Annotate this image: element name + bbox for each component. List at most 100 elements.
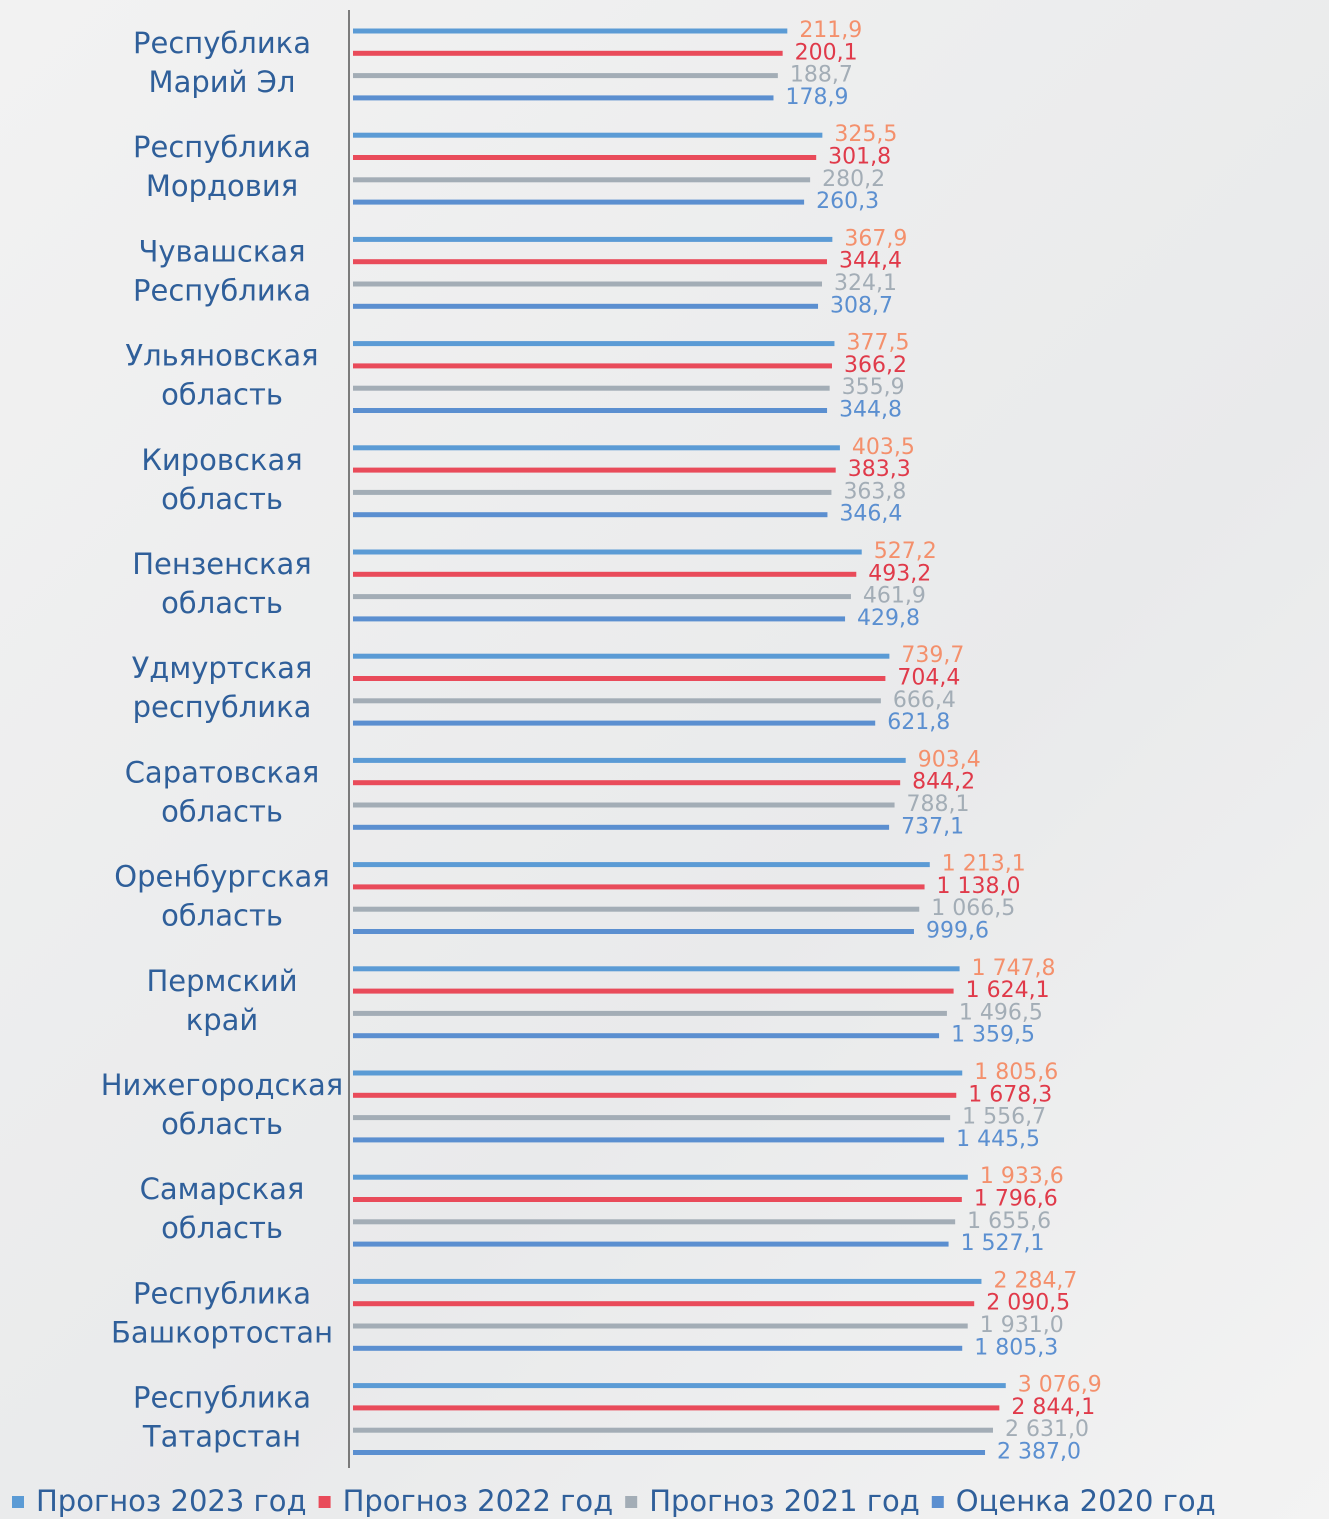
- bar: [353, 341, 835, 347]
- category-label: Самарская область: [140, 1172, 305, 1245]
- bar: [353, 757, 906, 763]
- value-label: 301,8: [828, 145, 891, 170]
- bar: [353, 966, 960, 972]
- value-label: 1 359,5: [951, 1023, 1035, 1048]
- value-label: 737,1: [901, 814, 964, 839]
- value-label: 2 090,5: [986, 1291, 1070, 1316]
- bar: [353, 1219, 956, 1225]
- bar: [353, 824, 890, 830]
- category-label: Оренбургская область: [114, 860, 329, 933]
- bar: [353, 1301, 975, 1307]
- category-label: Саратовская область: [125, 755, 320, 828]
- bar: [353, 199, 805, 205]
- bar: [353, 236, 833, 242]
- bar: [353, 408, 828, 413]
- bar: [353, 1427, 993, 1433]
- value-label: 377,5: [846, 331, 909, 356]
- value-label: 363,8: [843, 479, 906, 504]
- value-label: 1 624,1: [966, 978, 1050, 1003]
- bar: [353, 467, 836, 473]
- value-label: 788,1: [907, 792, 970, 817]
- bar: [353, 1383, 1006, 1389]
- value-label: 188,7: [790, 63, 853, 88]
- bar: [353, 363, 832, 369]
- value-label: 3 076,9: [1018, 1373, 1102, 1398]
- value-label: 1 678,3: [968, 1082, 1052, 1107]
- legend-swatch: [12, 1496, 24, 1508]
- bar: [353, 1070, 963, 1076]
- bar: [353, 1345, 963, 1351]
- category-label: Пермский край: [146, 964, 297, 1037]
- legend-label: Оценка 2020 год: [956, 1484, 1216, 1518]
- bar: [353, 929, 914, 934]
- value-label: 280,2: [822, 167, 885, 192]
- value-label: 260,3: [816, 189, 879, 214]
- bar: [353, 1197, 962, 1202]
- bar: [353, 549, 862, 555]
- legend-label: Прогноз 2023 год: [36, 1484, 307, 1518]
- bar: [353, 489, 832, 495]
- value-label: 621,8: [887, 710, 950, 735]
- category-label: Республика Башкортостан: [111, 1276, 333, 1349]
- bar: [353, 1174, 968, 1180]
- bar: [353, 177, 811, 183]
- bar: [353, 281, 823, 287]
- value-label: 1 527,1: [961, 1231, 1045, 1256]
- bar: [353, 1033, 940, 1039]
- value-label: 903,4: [918, 747, 981, 772]
- value-label: 211,9: [799, 18, 862, 43]
- bar: [353, 780, 901, 786]
- value-label: 1 805,3: [974, 1335, 1058, 1360]
- value-label: 527,2: [874, 539, 937, 564]
- value-label: 1 138,0: [937, 874, 1021, 899]
- value-label: 344,8: [839, 398, 902, 423]
- category-label: Кировская область: [141, 443, 302, 516]
- value-label: 178,9: [785, 85, 848, 110]
- bar: [353, 988, 954, 994]
- value-label: 739,7: [901, 643, 964, 668]
- category-label: Республика Татарстан: [133, 1381, 311, 1454]
- value-label: 1 213,1: [942, 852, 1026, 877]
- value-label: 1 933,6: [980, 1164, 1064, 1189]
- value-label: 2 284,7: [993, 1268, 1077, 1293]
- value-label: 1 655,6: [967, 1209, 1051, 1234]
- bar: [353, 698, 881, 704]
- value-label: 2 631,0: [1005, 1417, 1089, 1442]
- bar: [353, 303, 819, 309]
- value-label: 346,4: [839, 502, 902, 527]
- bar: [353, 385, 830, 391]
- bar: [353, 1010, 947, 1016]
- bar: [353, 1278, 982, 1284]
- category-label: Республика Мордовия: [133, 130, 311, 203]
- value-label: 383,3: [848, 457, 911, 482]
- bar: [353, 73, 778, 79]
- bar: [353, 594, 851, 600]
- bar: [353, 1241, 949, 1247]
- bar: [353, 1405, 1000, 1411]
- value-label: 308,7: [830, 293, 893, 318]
- value-label: 1 747,8: [972, 956, 1056, 981]
- legend-swatch: [318, 1496, 331, 1508]
- bar: [353, 28, 788, 34]
- bar: [353, 1115, 951, 1121]
- legend-swatch: [931, 1496, 944, 1508]
- value-label: 2 387,0: [997, 1440, 1081, 1465]
- bar: [353, 676, 886, 681]
- value-label: 999,6: [926, 919, 989, 944]
- category-label: Удмуртская республика: [132, 651, 313, 724]
- bar: [353, 1450, 986, 1455]
- value-label: 366,2: [844, 353, 907, 378]
- bar: [353, 884, 925, 890]
- value-label: 704,4: [897, 666, 960, 691]
- category-label: Ульяновская область: [125, 339, 318, 412]
- value-label: 461,9: [863, 584, 926, 609]
- value-label: 1 805,6: [974, 1060, 1058, 1085]
- bar: [353, 445, 840, 451]
- category-label: Чувашская Республика: [133, 234, 311, 307]
- category-label: Пензенская область: [132, 547, 312, 620]
- legend-swatch: [625, 1496, 638, 1508]
- bar: [353, 512, 828, 518]
- value-label: 1 496,5: [959, 1000, 1043, 1025]
- value-label: 1 066,5: [931, 896, 1015, 921]
- bar: [353, 802, 895, 808]
